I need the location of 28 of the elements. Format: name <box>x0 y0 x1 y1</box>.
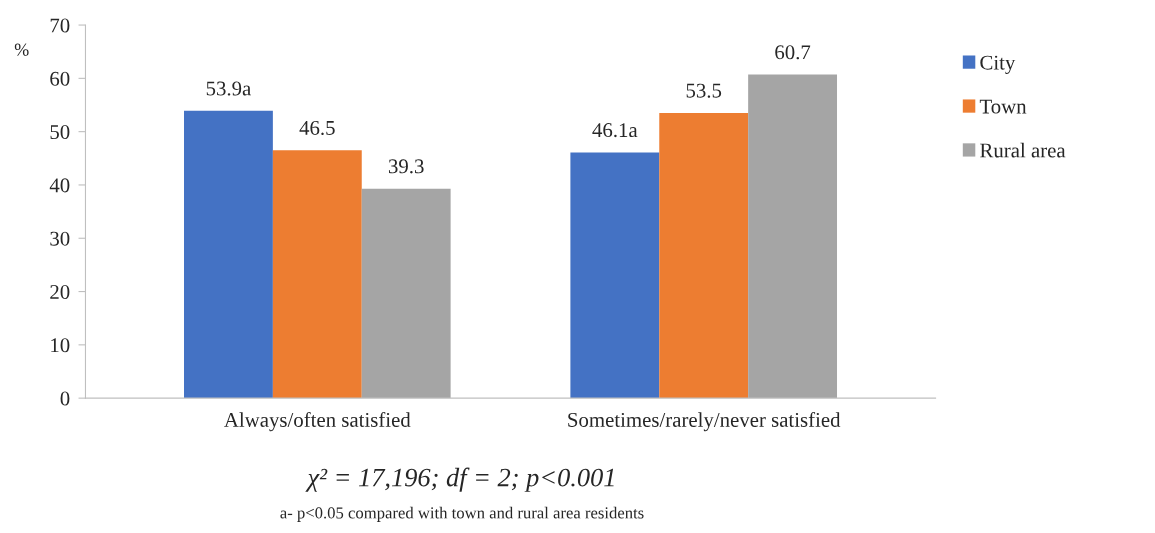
data-label: 53.5 <box>686 83 722 98</box>
data-label: 53.9a <box>206 81 251 96</box>
legend-label: City <box>980 55 1016 74</box>
y-tick-label: 0 <box>60 391 70 406</box>
y-tick-label: 60 <box>50 71 70 86</box>
bar <box>659 113 749 399</box>
y-tick-label: 50 <box>50 125 70 140</box>
x-tick-label: Sometimes/rarely/never satisfied <box>568 412 841 432</box>
text: χ² = 17,196; df = 2; p<0.001 <box>305 467 614 492</box>
y-axis-title: % <box>14 43 29 56</box>
legend-label: Rural area <box>980 142 1066 158</box>
y-tick-label: 40 <box>49 178 70 193</box>
data-label: 46.5 <box>299 120 335 136</box>
legend-label: Town <box>979 99 1027 114</box>
text: a- p<0.05 compared with town and rural area residents <box>280 506 644 522</box>
bar <box>361 188 451 399</box>
y-tick-label: 20 <box>50 284 70 299</box>
bar <box>570 152 660 399</box>
y-tick-label: 30 <box>50 231 70 246</box>
data-label: 60.7 <box>775 45 811 60</box>
data-label: 39.3 <box>388 159 424 174</box>
y-tick-label: 70 <box>50 18 70 33</box>
y-tick-label: 10 <box>51 338 70 353</box>
bar <box>748 74 838 399</box>
bar <box>272 150 362 399</box>
x-tick-label: Always/often satisfied <box>224 412 411 432</box>
bar <box>184 110 273 399</box>
data-label: 46.1a <box>592 123 638 138</box>
